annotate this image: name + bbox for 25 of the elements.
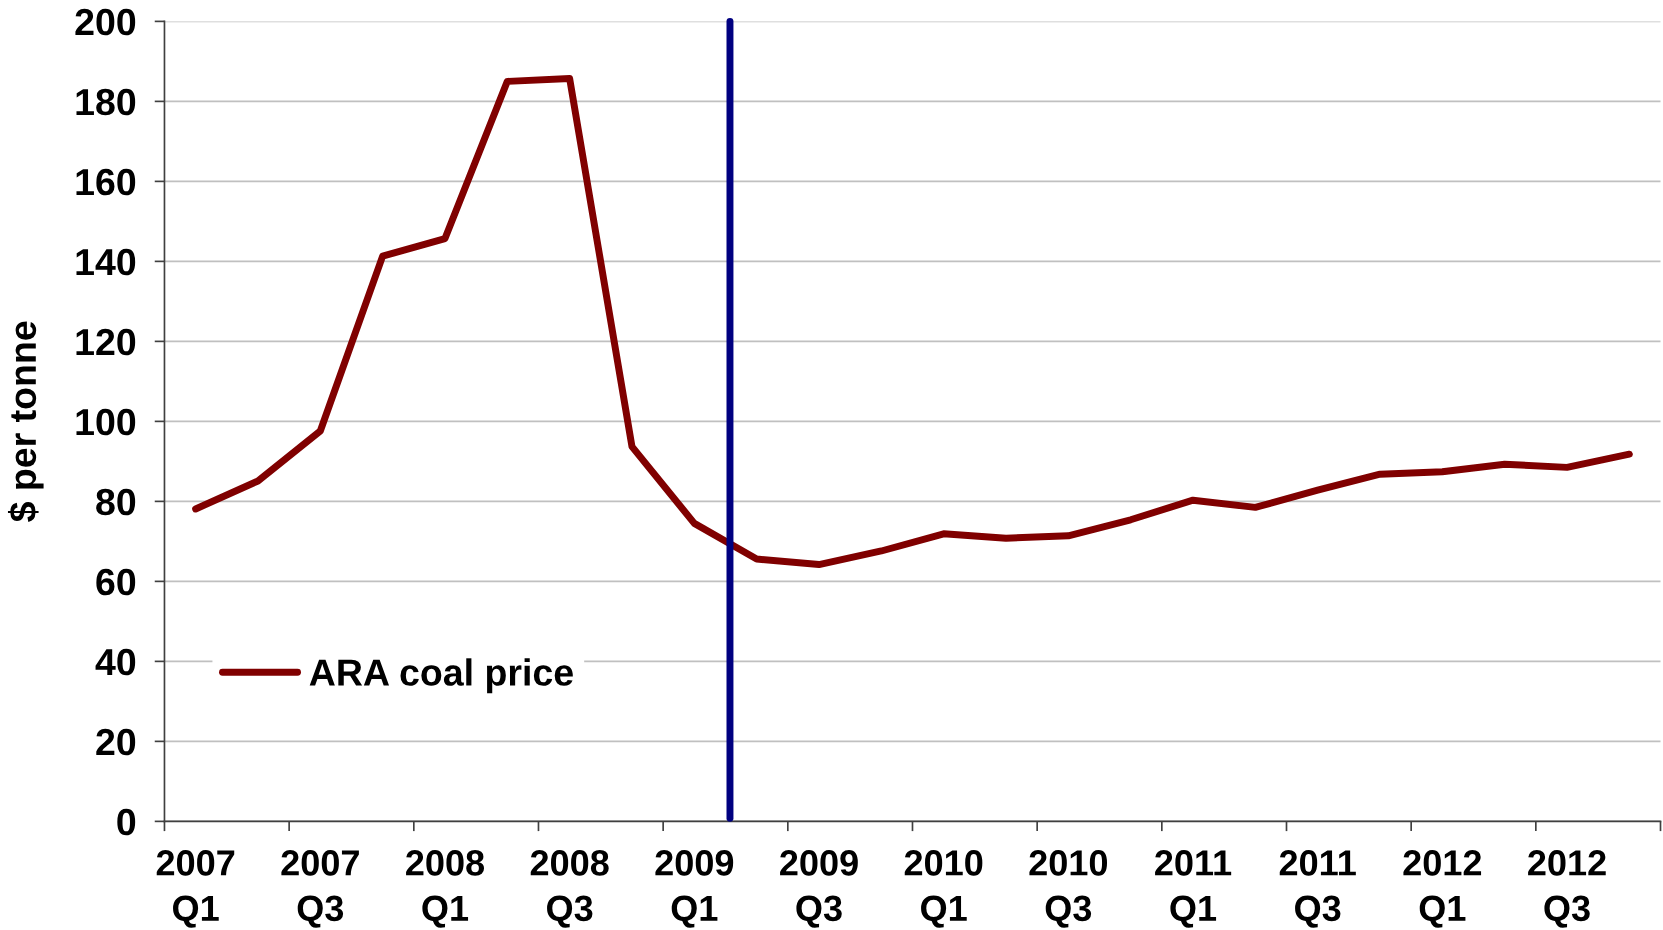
x-tick-label: 2007 Q1	[156, 850, 235, 928]
y-tick-label: 140	[76, 248, 136, 276]
x-tick-label: 2009 Q1	[655, 850, 734, 928]
x-tick-label: 2008 Q1	[406, 850, 485, 928]
y-axis-title: $ per tonne	[7, 321, 44, 522]
x-tick-label: 2010 Q1	[904, 850, 983, 928]
y-tick-label: 100	[76, 408, 136, 436]
y-tick-label: 160	[76, 168, 136, 196]
y-tick-label: 120	[76, 328, 136, 356]
x-tick-label: 2008 Q3	[530, 850, 609, 928]
y-tick-label: 200	[75, 8, 136, 36]
x-tick-label: 2010 Q3	[1029, 850, 1108, 928]
y-tick-label: 80	[96, 488, 136, 516]
y-tick-label: 20	[96, 728, 136, 756]
y-tick-label: 0	[117, 808, 136, 836]
x-tick-label: 2012 Q3	[1528, 850, 1606, 928]
y-tick-label: 60	[96, 568, 136, 596]
x-tick-label: 2011 Q3	[1279, 850, 1356, 928]
legend-label: ARA coal price	[309, 658, 573, 694]
y-tick-label: 180	[76, 88, 136, 116]
x-tick-label: 2011 Q1	[1155, 850, 1232, 928]
y-tick-label: 40	[95, 648, 136, 676]
x-tick-label: 2012 Q1	[1403, 850, 1482, 928]
x-tick-label: 2009 Q3	[780, 850, 858, 928]
x-tick-label: 2007 Q3	[281, 850, 359, 928]
